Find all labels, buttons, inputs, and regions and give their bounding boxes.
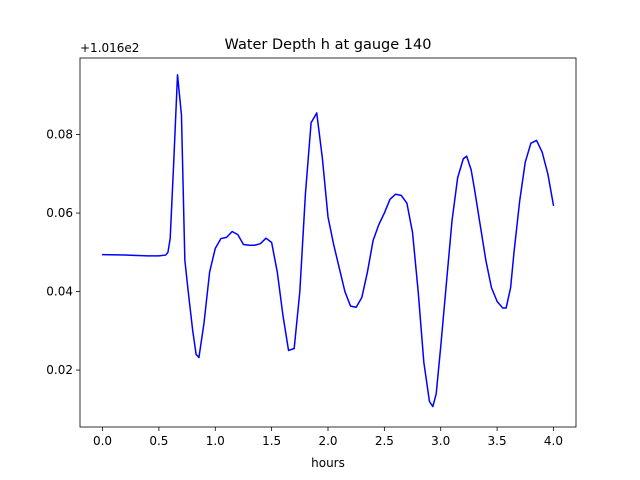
plot-background <box>80 58 576 427</box>
x-tick-label: 4.0 <box>544 434 563 448</box>
series-line-0 <box>101 74 555 408</box>
x-axis: 0.0 0.5 1.0 1.5 2.0 2.5 3.0 3.5 4.0 <box>93 427 563 448</box>
plot-area <box>79 57 577 428</box>
x-tick-label: 2.5 <box>375 434 394 448</box>
y-tick-label: 0.06 <box>46 206 73 220</box>
x-tick-label: 3.5 <box>488 434 507 448</box>
y-offset-label: +1.016e2 <box>80 41 139 55</box>
y-tick-label: 0.02 <box>46 363 73 377</box>
x-tick-label: 0.0 <box>93 434 112 448</box>
x-tick-label: 1.0 <box>206 434 225 448</box>
x-tick-label: 0.5 <box>149 434 168 448</box>
y-tick-label: 0.04 <box>46 285 73 299</box>
x-axis-label: hours <box>311 456 345 470</box>
y-tick-label: 0.08 <box>46 128 73 142</box>
y-axis: 0.02 0.04 0.06 0.08 <box>46 128 80 377</box>
x-tick-label: 3.0 <box>431 434 450 448</box>
x-tick-label: 2.0 <box>318 434 337 448</box>
x-tick-label: 1.5 <box>262 434 281 448</box>
chart-title: Water Depth h at gauge 140 <box>225 37 432 53</box>
